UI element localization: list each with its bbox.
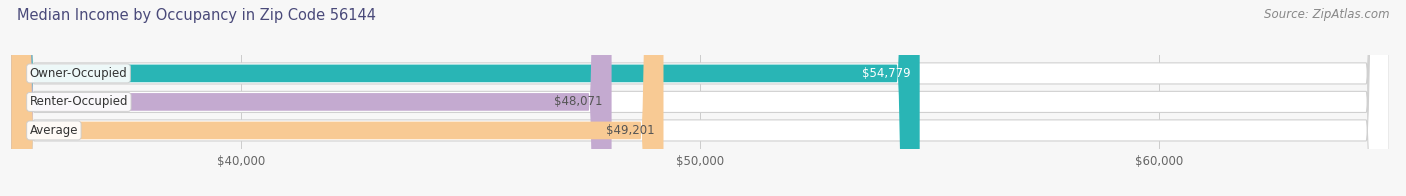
FancyBboxPatch shape (11, 0, 664, 196)
Text: Median Income by Occupancy in Zip Code 56144: Median Income by Occupancy in Zip Code 5… (17, 8, 375, 23)
Text: $48,071: $48,071 (554, 95, 602, 108)
Text: Renter-Occupied: Renter-Occupied (30, 95, 128, 108)
Text: Owner-Occupied: Owner-Occupied (30, 67, 128, 80)
Text: $49,201: $49,201 (606, 124, 654, 137)
Text: Average: Average (30, 124, 79, 137)
FancyBboxPatch shape (11, 0, 1389, 196)
FancyBboxPatch shape (11, 0, 920, 196)
Text: Source: ZipAtlas.com: Source: ZipAtlas.com (1264, 8, 1389, 21)
FancyBboxPatch shape (11, 0, 1389, 196)
FancyBboxPatch shape (11, 0, 1389, 196)
Text: $54,779: $54,779 (862, 67, 911, 80)
FancyBboxPatch shape (11, 0, 612, 196)
